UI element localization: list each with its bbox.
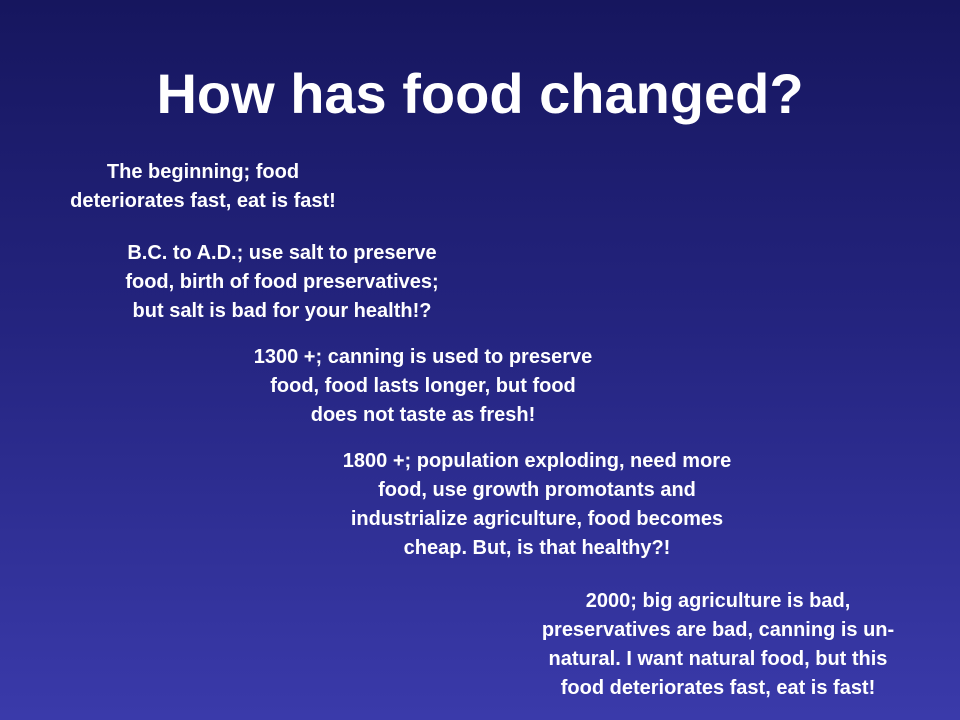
text-line: but salt is bad for your health!? <box>132 300 432 322</box>
text-line: food deteriorates fast, eat is fast! <box>560 677 876 699</box>
text-line: B.C. to A.D.; use salt to preserve <box>127 242 437 264</box>
text-line: deteriorates fast, eat is fast! <box>70 190 336 212</box>
slide-title: How has food changed? <box>156 62 804 125</box>
timeline-block: 2000; big agriculture is bad, preservati… <box>478 587 958 703</box>
text-line: 2000; big agriculture is bad, <box>585 590 851 612</box>
text-line: food, use growth promotants and <box>378 479 696 501</box>
timeline-block: B.C. to A.D.; use salt to preserve food,… <box>42 239 522 326</box>
text-line: does not taste as fresh! <box>310 404 536 426</box>
text-line: industrialize agriculture, food becomes <box>350 508 724 530</box>
text-line: food, birth of food preservatives; <box>125 271 439 293</box>
text-line: 1300 +; canning is used to preserve <box>253 346 593 368</box>
text-line: The beginning; food <box>106 161 300 183</box>
timeline-block: 1300 +; canning is used to preserve food… <box>183 343 663 430</box>
text-line: natural. I want natural food, but this <box>548 648 888 670</box>
text-line: food, food lasts longer, but food <box>270 375 576 397</box>
timeline-block: The beginning; food deteriorates fast, e… <box>0 158 443 216</box>
text-line: cheap. But, is that healthy?! <box>403 537 671 559</box>
text-line: 1800 +; population exploding, need more <box>342 450 732 472</box>
text-line: preservatives are bad, canning is un- <box>541 619 895 641</box>
timeline-block: 1800 +; population exploding, need more … <box>297 447 777 563</box>
